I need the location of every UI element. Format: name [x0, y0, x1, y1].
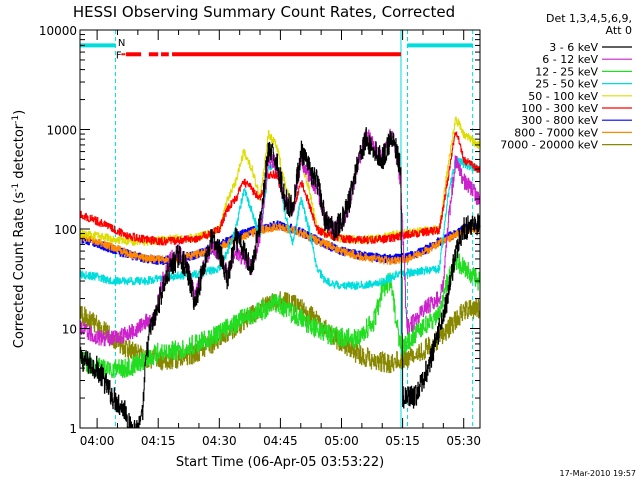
series-line-0 — [79, 127, 481, 429]
y-axis-label-part: ) — [12, 110, 27, 115]
x-tick-label-1: 04:15 — [141, 434, 176, 448]
y-axis-label-part: Corrected Count Rate (s — [12, 192, 27, 349]
legend-entry-label-7: 800 - 7000 keV — [514, 126, 598, 139]
flare-dot-1 — [123, 53, 126, 56]
footer-timestamp: 17-Mar-2010 19:57 — [560, 469, 637, 478]
legend-header-0: Det 1,3,4,5,6,9, — [546, 12, 632, 25]
y-axis-label: Corrected Count Rate (s-1 detector-1) — [11, 110, 27, 348]
x-tick-label-5: 05:15 — [385, 434, 420, 448]
legend-entry-label-0: 3 - 6 keV — [549, 41, 598, 54]
legend-entry-label-3: 25 - 50 keV — [535, 78, 598, 91]
x-tick-label-0: 04:00 — [80, 434, 115, 448]
x-tick-label-3: 04:45 — [263, 434, 298, 448]
series-line-8 — [79, 291, 481, 374]
flare-label: F — [116, 50, 122, 61]
y-axis-label-part: detector — [12, 123, 27, 183]
series-line-7 — [79, 223, 481, 265]
x-tick-label-2: 04:30 — [202, 434, 237, 448]
legend-entry-label-6: 300 - 800 keV — [521, 114, 598, 127]
chart-title-text: HESSI Observing Summary Count Rates, Cor… — [73, 3, 455, 21]
x-axis-label: Start Time (06-Apr-05 03:53:22) — [176, 455, 384, 470]
legend-entry-label-5: 100 - 300 keV — [521, 102, 598, 115]
y-tick-label-0: 1 — [69, 422, 77, 436]
legend-entry-label-1: 6 - 12 keV — [542, 53, 598, 66]
y-tick-label-3: 1000 — [46, 124, 77, 138]
x-tick-label-4: 05:00 — [324, 434, 359, 448]
legend-header-1: Att 0 — [606, 24, 632, 37]
x-tick-label-6: 05:30 — [446, 434, 481, 448]
y-tick-label-4: 10000 — [39, 24, 77, 38]
series-line-2 — [79, 250, 481, 379]
flare-dot-0 — [121, 53, 124, 56]
legend-entry-label-4: 50 - 100 keV — [528, 90, 598, 103]
legend-entry-label-2: 12 - 25 keV — [535, 65, 598, 78]
y-axis-label-sup: -1 — [11, 115, 21, 124]
y-tick-label-1: 10 — [62, 323, 77, 337]
y-tick-label-2: 100 — [54, 223, 77, 237]
legend-entry-label-8: 7000 - 20000 keV — [500, 139, 598, 152]
night-label: N — [118, 38, 125, 49]
y-axis-label-sup: -1 — [11, 183, 21, 192]
